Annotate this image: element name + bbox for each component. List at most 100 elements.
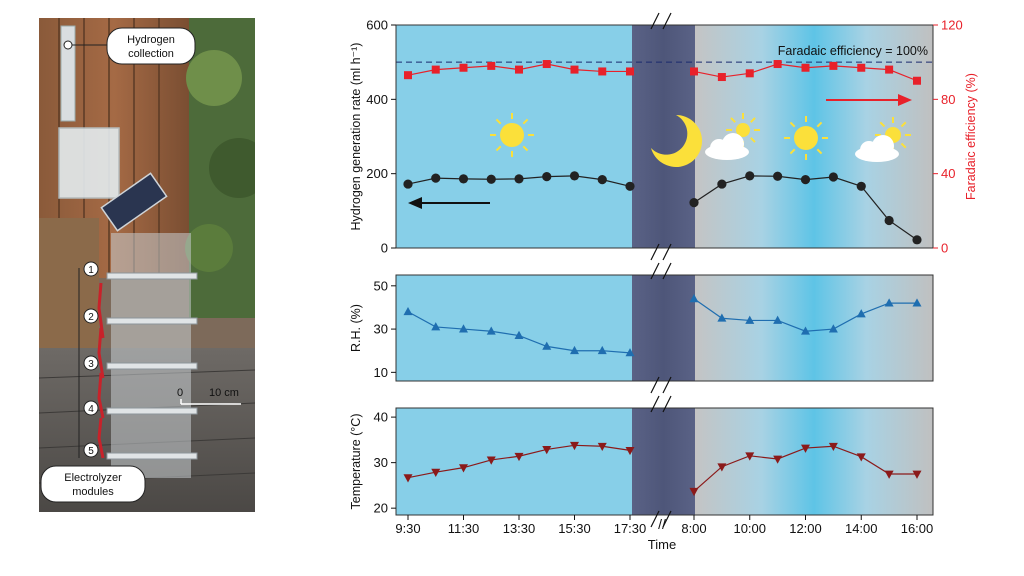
temperature-point-day1-8: [625, 446, 635, 456]
x-tick-label-day1-2: 13:30: [503, 521, 536, 536]
hydrogen-point-day1-4: [514, 174, 524, 184]
scale-zero: 0: [177, 387, 183, 399]
electrolyzer-plates: [106, 272, 198, 460]
x-tick-label-day2-4: 16:00: [901, 521, 934, 536]
faradaic-point-day1-4: [515, 65, 523, 74]
collection-cylinder: [60, 25, 76, 122]
temperature-point-day1-5: [542, 446, 552, 455]
cloud-icon: [855, 135, 899, 162]
panel-hydrogen: Faradaic efficiency = 100% 0200400600Hyd…: [349, 12, 978, 261]
hydrogen-point-day2-8: [912, 235, 922, 245]
hydrogen-point-day1-8: [625, 181, 635, 191]
x-tick-label-day1-0: 9:30: [395, 521, 420, 536]
faradaic-point-day1-7: [598, 67, 607, 76]
x-axis-label: Time: [648, 537, 676, 552]
temperature-y-axis-label: Temperature (°C): [349, 414, 363, 510]
temperature-point-day2-4: [801, 444, 810, 453]
temp-break-slash-1-1: [662, 510, 672, 528]
x-tick-label-day2-0: 8:00: [681, 521, 706, 536]
rh-point-day2-4: [801, 326, 810, 335]
temperature-y-axis-label-tick-label-2: 40: [374, 410, 388, 425]
electrolyzer-label-box: [40, 465, 146, 503]
rh-point-day2-7: [884, 298, 894, 307]
rh-point-day2-0: [689, 293, 699, 303]
faradaic-y-axis-label-tick-label-0: 0: [941, 241, 948, 256]
faradaic-point-day1-6: [570, 65, 579, 74]
hydrogen-label-line1: Hydrogen: [127, 34, 175, 46]
rh-point-day1-5: [542, 341, 552, 350]
hydrogen-point-day2-5: [828, 172, 838, 182]
temperature-point-day1-0: [403, 474, 413, 483]
temperature-point-day2-5: [828, 442, 838, 452]
hydrogen-label-box: [106, 27, 196, 65]
faradaic-y-axis-label-tick-label-3: 120: [941, 18, 963, 33]
red-wires: [97, 282, 105, 459]
hydrogen-point-day1-6: [569, 171, 580, 181]
electrolyzer-label-line2: modules: [72, 486, 114, 498]
svg-text:2: 2: [88, 312, 94, 323]
h2-break-slash-0-0: [650, 12, 660, 30]
temperature-point-day2-2: [745, 452, 755, 461]
scale-label: 10 cm: [209, 387, 239, 399]
temperature-y-axis-label-tick-label-0: 20: [374, 501, 388, 516]
temperature-point-day2-6: [856, 453, 866, 462]
rh-point-day2-8: [912, 298, 922, 307]
faradaic-point-day2-5: [829, 61, 838, 70]
water-beaker: [58, 127, 120, 199]
rh-break-slash-1-0: [650, 376, 660, 394]
temp-break-slash-0-0: [650, 395, 660, 413]
x-axis-break-mark: //: [658, 516, 666, 532]
rh-break-slash-0-1: [662, 262, 672, 280]
rh-y-axis-label: R.H. (%): [349, 304, 363, 352]
rh-point-day1-3: [486, 326, 496, 335]
faradaic-point-day2-2: [745, 69, 754, 78]
temp-break-slash-0-1: [662, 395, 672, 413]
faradaic-point-day2-1: [717, 73, 726, 82]
svg-text:1: 1: [88, 265, 94, 276]
sun-icon: [490, 113, 534, 157]
panel-temp-day1-bg: [396, 408, 632, 515]
svg-text:4: 4: [88, 404, 94, 415]
module-number-4: 4: [83, 400, 99, 416]
x-tick-label-day1-1: 11:30: [448, 521, 480, 536]
x-tick-label-day2-2: 12:00: [789, 521, 822, 536]
faradaic-y-axis-label: Faradaic efficiency (%): [964, 73, 978, 200]
temperature-point-day2-8: [912, 470, 922, 479]
faradaic-point-day1-8: [626, 67, 634, 76]
faradaic-y-axis-label-tick-label-2: 80: [941, 92, 955, 107]
temperature-point-day2-7: [884, 470, 894, 479]
panel-temp-day2-bg: [695, 408, 933, 515]
faradaic-point-day2-0: [690, 67, 698, 76]
module-number-5: 5: [83, 442, 99, 458]
rh-point-day1-1: [431, 322, 441, 331]
hydrogen-point-day2-3: [773, 171, 783, 181]
module-number-2: 2: [83, 308, 99, 324]
temperature-point-day1-7: [597, 442, 607, 452]
rh-y-axis-label-tick-label-2: 50: [374, 278, 388, 293]
temperature-point-day2-0: [689, 487, 699, 497]
module-number-3: 3: [83, 355, 99, 371]
h2-break-slash-1-0: [650, 243, 660, 261]
rh-point-day2-3: [773, 315, 783, 324]
faradaic-point-day2-4: [801, 63, 810, 72]
hydrogen-point-day2-7: [884, 215, 894, 226]
panel-rh-night-bg: [632, 275, 695, 381]
svg-text:3: 3: [88, 359, 94, 370]
hydrogen-point-day1-2: [458, 174, 469, 184]
hydrogen-point-day2-0: [689, 198, 699, 208]
reference-line-label: Faradaic efficiency = 100%: [778, 44, 928, 58]
hydrogen-point-day1-3: [486, 174, 496, 184]
rh-point-day2-6: [856, 309, 866, 318]
temperature-point-day1-2: [459, 464, 468, 473]
foliage-blob: [186, 50, 242, 106]
temperature-point-day1-4: [514, 452, 524, 462]
hydrogen-y-axis-label-tick-label-2: 400: [366, 92, 388, 107]
faradaic-point-day2-6: [857, 63, 866, 72]
faradaic-point-day2-3: [773, 60, 782, 69]
temp-break-slash-1-0: [650, 510, 660, 528]
temperature-point-day1-3: [486, 456, 496, 465]
hydrogen-y-axis-label: Hydrogen generation rate (ml h⁻¹): [349, 43, 363, 231]
svg-text:5: 5: [88, 446, 94, 457]
faradaic-point-day1-2: [459, 63, 468, 72]
hydrogen-point-day2-6: [856, 181, 866, 191]
